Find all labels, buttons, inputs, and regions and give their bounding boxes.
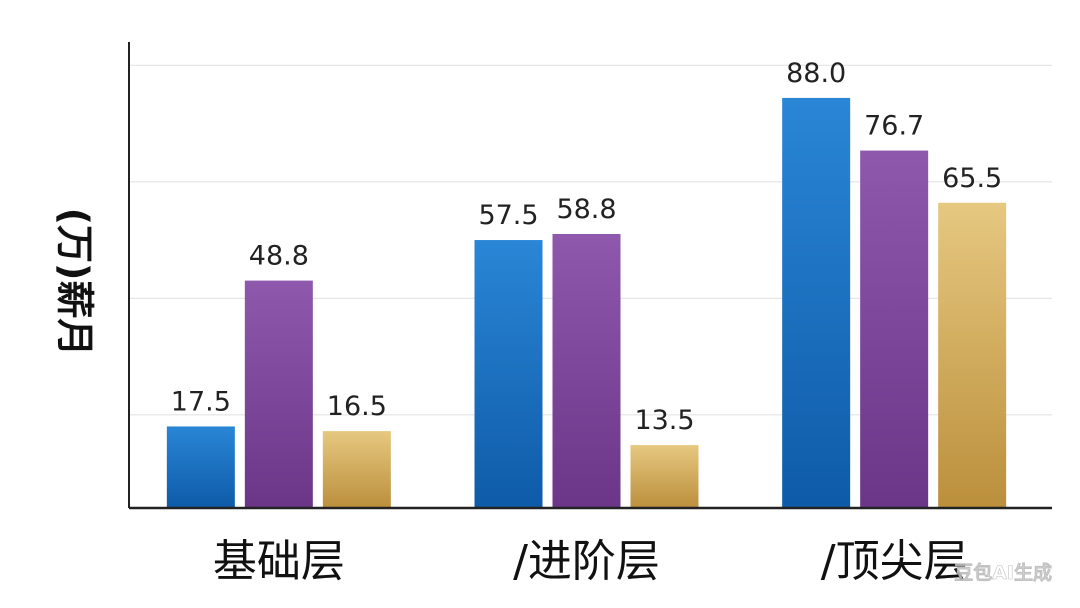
bar-series3-cat3 bbox=[938, 202, 1007, 508]
data-label: 48.8 bbox=[249, 241, 309, 272]
data-label: 57.5 bbox=[478, 200, 538, 231]
data-label: 76.7 bbox=[864, 111, 924, 142]
bar-series2-cat1 bbox=[244, 280, 313, 508]
bar-series1-cat1 bbox=[166, 426, 235, 508]
y-axis-label: (万)薪月 bbox=[53, 208, 97, 357]
bar-series2-cat2 bbox=[552, 233, 621, 508]
bar-series1-cat2 bbox=[474, 240, 543, 509]
x-tick-label: /进阶层 bbox=[513, 536, 660, 587]
data-label: 88.0 bbox=[786, 58, 846, 89]
bar-series1-cat3 bbox=[782, 97, 851, 509]
bars bbox=[166, 97, 1007, 509]
x-tick-labels: 基础层/进阶层/顶尖层 bbox=[213, 536, 968, 587]
bar-series3-cat2 bbox=[630, 445, 699, 508]
data-label: 16.5 bbox=[327, 391, 387, 422]
data-labels: 17.5 48.8 16.5 57.5 58.8 13.5 88.0 76.7 65.5 bbox=[171, 58, 1002, 436]
data-label: 65.5 bbox=[942, 163, 1002, 194]
x-tick-label: 基础层 bbox=[213, 536, 345, 587]
data-label: 58.8 bbox=[556, 194, 616, 225]
data-label: 17.5 bbox=[171, 386, 231, 417]
data-label: 13.5 bbox=[634, 405, 694, 436]
bar-series3-cat1 bbox=[322, 431, 391, 508]
bar-series2-cat3 bbox=[860, 150, 929, 508]
watermark-text: 豆包AI生成 bbox=[954, 561, 1052, 584]
x-tick-label: /顶尖层 bbox=[821, 536, 968, 587]
